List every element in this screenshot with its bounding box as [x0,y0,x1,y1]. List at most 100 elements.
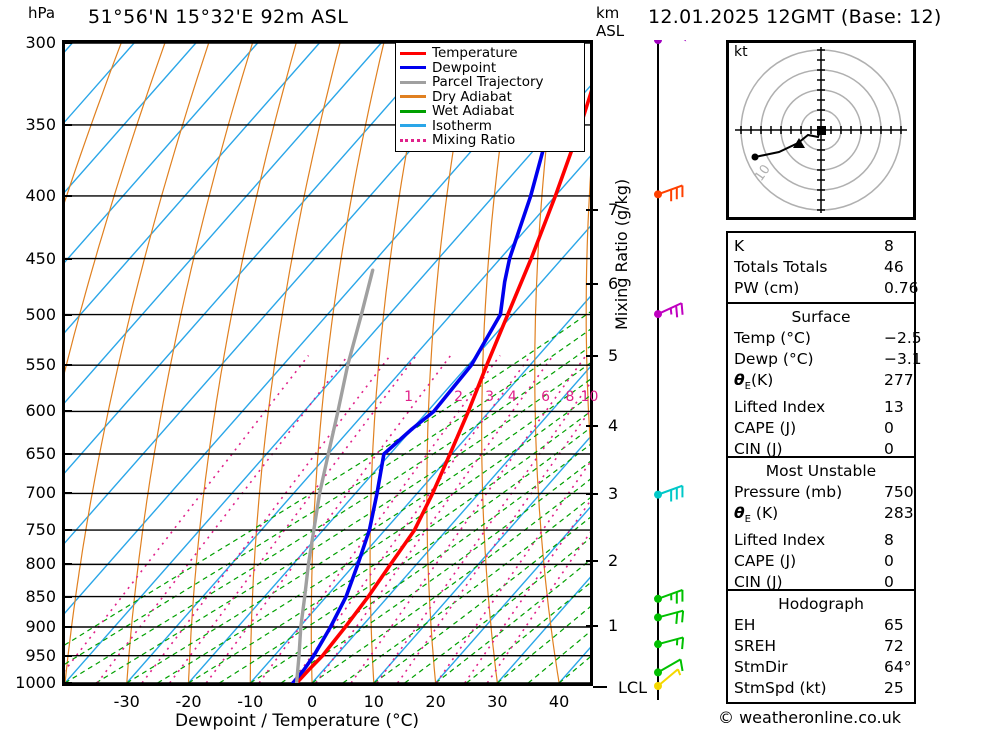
pressure-tick-mark [62,123,72,126]
temperature-tick-label: -20 [175,692,202,711]
table-row: PW (cm) 0.76 [728,278,919,299]
row-value: 750 [884,483,914,501]
hodograph: 10 [726,40,916,220]
row-value: 8 [884,237,894,255]
row-value: 0 [884,440,894,459]
table-row: Lifted Index 8 [728,530,914,551]
pressure-tick-mark [62,625,72,628]
panel-hodograph-stats: Hodograph EH 65 SREH 72 StmDir 64° StmSpd (kt) 2… [726,589,916,704]
chart-legend: Temperature Dewpoint Parcel Trajectory Dry … [395,42,585,152]
mixing-ratio-value-label: 4 [507,389,517,406]
legend-item: Dry Adiabat [400,90,580,105]
row-value: 0.76 [884,279,919,297]
legend-item: Parcel Trajectory [400,75,580,90]
height-tick-mark [586,625,598,628]
hodograph-ring-label: 10 [752,162,774,184]
height-tick-mark [586,354,598,357]
mixing-ratio-value-label: 3 [485,389,495,406]
row-value: −2.5 [884,329,922,347]
legend-color-swatch [400,124,426,128]
temperature-tick-label: -30 [113,692,140,711]
row-label: CIN (J) [734,440,783,459]
pressure-tick-label: 350 [25,114,56,134]
pressure-tick-label: 750 [25,520,56,540]
pressure-tick-label: 500 [25,304,56,324]
row-label: K [734,237,745,255]
pressure-tick-label: 850 [25,586,56,606]
table-row: StmDir 64° [728,657,914,678]
wind-barb [654,636,685,650]
pressure-tick-mark [62,492,72,495]
row-value: 13 [884,398,904,417]
pressure-tick-mark [62,654,72,657]
table-row: CIN (J) 0 [728,439,914,460]
row-label: Lifted Index [734,531,826,550]
panel-surface: Surface Temp (°C) −2.5 Dewp (°C) −3.1 θE(K) 27… [726,302,922,466]
pressure-tick-label: 450 [25,248,56,268]
row-label: θE (K) [734,504,779,526]
height-tick-mark [586,424,598,427]
pressure-unit-label: hPa [28,4,56,22]
height-unit-label: km [596,4,620,22]
row-value: 46 [884,258,904,276]
mixing-ratio-value-label: 2 [454,389,464,406]
legend-item: Wet Adiabat [400,104,580,119]
temperature-tick-label: 20 [425,692,446,711]
table-row: CAPE (J) 0 [728,418,914,439]
height-unit-asl-label: ASL [596,22,625,40]
table-row: Temp (°C) −2.5 [728,328,922,349]
pressure-tick-mark [62,42,72,44]
pressure-tick-label: 400 [25,185,56,205]
row-label: SREH [734,637,777,655]
row-value: 65 [884,616,904,634]
temperature-tick-label: 10 [363,692,384,711]
panel-indices: K 8 Totals Totals 46 PW (cm) 0.76 [726,231,919,304]
temperature-tick-label: 40 [548,692,570,711]
height-tick-mark [586,493,598,496]
height-tick-mark [586,208,598,211]
height-tick-label: 4 [608,415,619,435]
row-label: CAPE (J) [734,552,797,571]
row-value: 72 [884,637,904,655]
lcl-tick-mark [593,686,607,688]
row-value: 64° [884,658,912,676]
legend-label: Dry Adiabat [432,88,512,105]
row-label: Pressure (mb) [734,483,843,501]
row-label: CAPE (J) [734,419,797,438]
legend-color-swatch [400,66,426,70]
legend-item: Mixing Ratio [400,133,580,148]
wind-barb-column [640,30,720,700]
temperature-tick-label: -10 [237,692,264,711]
row-value: 283 [884,504,914,522]
wind-barb [654,609,685,624]
row-label: Lifted Index [734,398,826,417]
table-row: CIN (J) 0 [728,572,914,593]
skewt-plot-area [65,43,590,683]
height-tick-label: 6 [608,273,619,293]
pressure-tick-mark [62,595,72,598]
row-value: 25 [884,679,904,697]
height-tick-label: 5 [608,345,619,365]
legend-color-swatch [400,95,426,99]
table-row: Totals Totals 46 [728,257,914,278]
legend-label: Dewpoint [432,59,497,76]
wind-barb [654,668,682,690]
run-timestamp: 12.01.2025 12GMT (Base: 12) [648,6,942,28]
wind-barb [654,184,684,202]
row-label: EH [734,616,756,634]
pressure-tick-mark [62,529,72,532]
page-title: 51°56'N 15°32'E 92m ASL [88,6,349,28]
legend-color-swatch [400,138,426,142]
hodograph-unit-label: kt [734,44,748,60]
mixing-ratio-value-label: 10 [580,389,599,406]
legend-color-swatch [400,80,426,84]
pressure-tick-label: 550 [25,355,56,375]
table-row: Lifted Index 13 [728,397,914,418]
pressure-tick-label: 900 [25,616,56,636]
legend-color-swatch [400,51,426,55]
table-row: CAPE (J) 0 [728,551,914,572]
height-tick-label: 2 [608,551,619,571]
pressure-tick-mark [62,453,72,455]
pressure-tick-label: 700 [25,483,56,503]
